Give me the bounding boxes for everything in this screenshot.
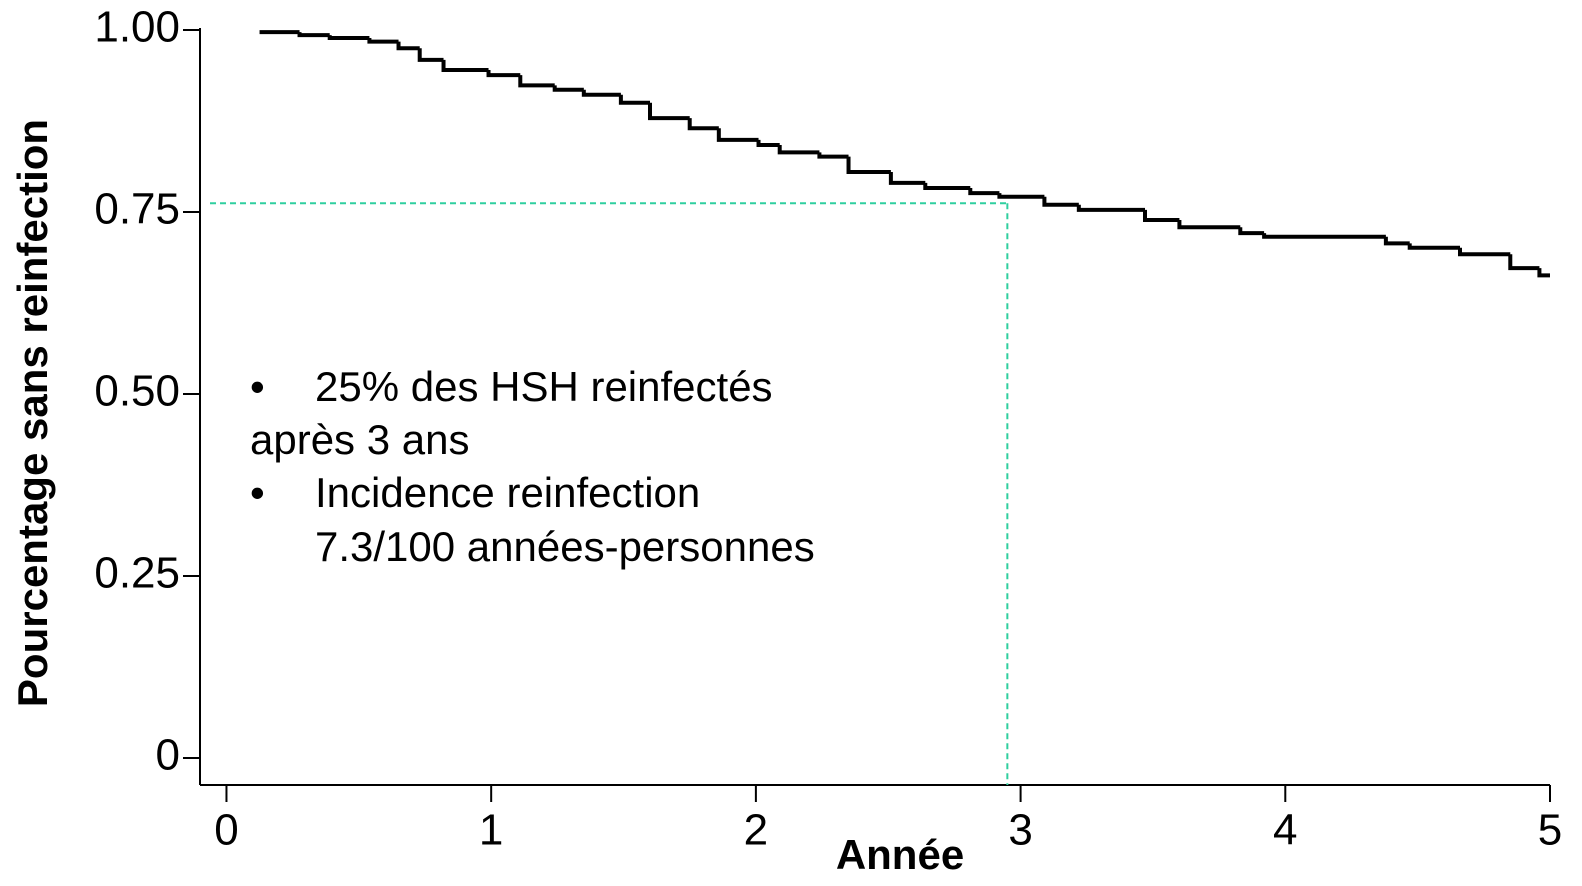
y-tick-label: 0 (156, 731, 180, 780)
survival-step (417, 48, 444, 62)
survival-step (716, 128, 759, 142)
survival-step (1076, 204, 1145, 212)
survival-step (968, 187, 1000, 196)
y-tick-label: 1.00 (94, 3, 180, 52)
x-tick-label: 0 (214, 806, 238, 855)
survival-step (618, 94, 650, 105)
survival-step (1177, 220, 1241, 230)
survival-step (756, 139, 780, 148)
survival-step (1042, 196, 1079, 207)
survival-step (581, 89, 621, 97)
x-tick-label: 2 (744, 806, 768, 855)
survival-step (1407, 243, 1460, 250)
y-tick-label: 0.50 (94, 367, 180, 416)
survival-step (1383, 236, 1410, 246)
survival-step (923, 182, 971, 190)
annotation: Incidence reinfection (315, 469, 700, 516)
x-tick-label: 1 (479, 806, 503, 855)
survival-step (1537, 268, 1550, 278)
x-tick-label: 4 (1273, 806, 1297, 855)
survival-step (888, 171, 926, 185)
survival-step (552, 85, 584, 92)
y-axis-label: Pourcentage sans reinfection (9, 119, 56, 707)
survival-step (486, 70, 521, 78)
survival-step (367, 38, 399, 44)
annotation: 7.3/100 années-personnes (315, 523, 815, 570)
survival-step (997, 193, 1045, 199)
survival-step (396, 41, 420, 51)
survival-step (1238, 227, 1265, 236)
survival-step (817, 152, 849, 159)
survival-step (441, 59, 489, 73)
survival-step (777, 145, 820, 155)
survival-step (687, 118, 719, 131)
x-tick-label: 5 (1538, 806, 1562, 855)
survival-step (1262, 233, 1386, 239)
survival-step (297, 32, 330, 38)
annotation: • (250, 363, 265, 410)
survival-step (846, 156, 891, 174)
survival-step (327, 35, 370, 41)
annotation: • (250, 469, 265, 516)
survival-step (1508, 254, 1540, 271)
survival-step (518, 75, 555, 88)
y-tick-label: 0.25 (94, 549, 180, 598)
y-tick-label: 0.75 (94, 185, 180, 234)
annotation: 25% des HSH reinfectés (315, 363, 773, 410)
survival-step (1143, 209, 1180, 223)
survival-step (648, 102, 690, 121)
x-tick-label: 3 (1008, 806, 1032, 855)
annotation: après 3 ans (250, 416, 469, 463)
survival-step (1458, 247, 1511, 257)
x-axis-label: Année (836, 831, 964, 878)
